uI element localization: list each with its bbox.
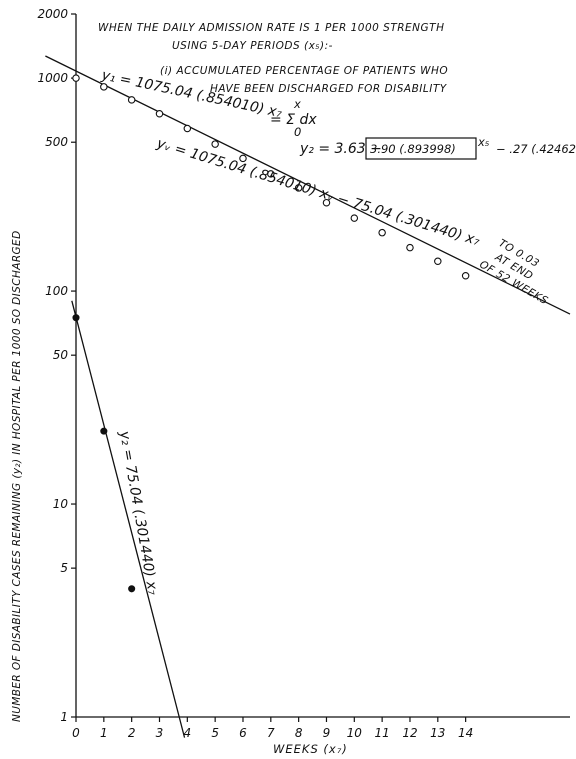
eq-y2-steep: y₂ = 75.04 (.301440) x₇ bbox=[116, 429, 161, 597]
y-tick-label: 100 bbox=[45, 284, 68, 298]
x-tick-label: 0 bbox=[72, 726, 80, 740]
x-tick-label: 7 bbox=[267, 726, 275, 740]
end-note: TO 0.03 AT END OF 52 WEEKS bbox=[477, 237, 550, 307]
y-tick-label: 1 bbox=[60, 710, 68, 724]
title-line-2: USING 5-DAY PERIODS (x₅):- bbox=[172, 40, 333, 52]
x-tick-label: 6 bbox=[239, 726, 247, 740]
data-point-filled bbox=[128, 585, 136, 593]
data-point-open bbox=[294, 184, 303, 192]
y-tick-label: 2000 bbox=[37, 7, 68, 21]
y-tick-label: 10 bbox=[53, 497, 69, 511]
x-tick-label: 11 bbox=[375, 726, 390, 740]
x-tick-label: 8 bbox=[295, 726, 303, 740]
eq-sum-top: x bbox=[293, 97, 301, 111]
data-point-open bbox=[434, 257, 442, 266]
x-tick-label: 14 bbox=[458, 726, 473, 740]
x-axis-label: WEEKS (x₇) bbox=[273, 742, 348, 756]
data-point-open bbox=[350, 214, 359, 222]
x-tick-label: 9 bbox=[323, 726, 331, 740]
data-point-open bbox=[267, 170, 275, 178]
data-point-open bbox=[183, 124, 192, 133]
data-point-filled bbox=[100, 427, 108, 435]
data-point-open bbox=[406, 243, 414, 252]
y-tick-label: 5 bbox=[60, 561, 68, 575]
eq-sum: = Σ dx bbox=[270, 112, 317, 128]
x-tick-label: 13 bbox=[430, 726, 445, 740]
data-point-open bbox=[127, 96, 136, 104]
data-point-open bbox=[378, 228, 386, 237]
y-tick-label: 1000 bbox=[37, 71, 68, 85]
x-tick-label: 12 bbox=[402, 726, 417, 740]
data-point-filled bbox=[72, 314, 80, 322]
fit-line-steep bbox=[71, 300, 186, 738]
x-tick-label: 1 bbox=[100, 726, 108, 740]
data-point-open bbox=[72, 74, 80, 82]
eq-y2-boxed: 3.90 (.893998) bbox=[370, 142, 456, 156]
title-line-3: (i) ACCUMULATED PERCENTAGE OF PATIENTS W… bbox=[160, 65, 448, 77]
data-point-open bbox=[211, 140, 219, 148]
title-line-1: WHEN THE DAILY ADMISSION RATE IS 1 PER 1… bbox=[98, 22, 444, 34]
eq-y2-suffix: − .27 (.424620) bbox=[496, 142, 576, 156]
x-tick-label: 10 bbox=[347, 726, 363, 740]
eq-y2-prefix: y₂ = 3.63 − bbox=[299, 141, 382, 157]
data-point-open bbox=[322, 198, 331, 207]
x-tick-label: 5 bbox=[211, 726, 219, 740]
y-tick-label: 500 bbox=[45, 135, 68, 149]
data-point-open bbox=[239, 154, 247, 163]
eq-sum-bottom: 0 bbox=[294, 125, 301, 139]
title-line-4: HAVE BEEN DISCHARGED FOR DISABILITY bbox=[210, 83, 448, 95]
eq-y2-box bbox=[365, 137, 477, 160]
x-tick-label: 2 bbox=[128, 726, 136, 740]
data-point-open bbox=[100, 83, 108, 91]
x-tick-label: 3 bbox=[156, 726, 164, 740]
data-point-open bbox=[155, 110, 164, 118]
y-axis-label: NUMBER OF DISABILITY CASES REMAINING (y₂… bbox=[11, 230, 23, 722]
x-tick-label: 4 bbox=[184, 726, 192, 740]
data-points bbox=[72, 74, 470, 593]
eq-y2-boxed-exponent: x₅ bbox=[477, 135, 490, 149]
y-tick-label: 50 bbox=[53, 348, 69, 362]
data-point-open bbox=[461, 272, 470, 280]
